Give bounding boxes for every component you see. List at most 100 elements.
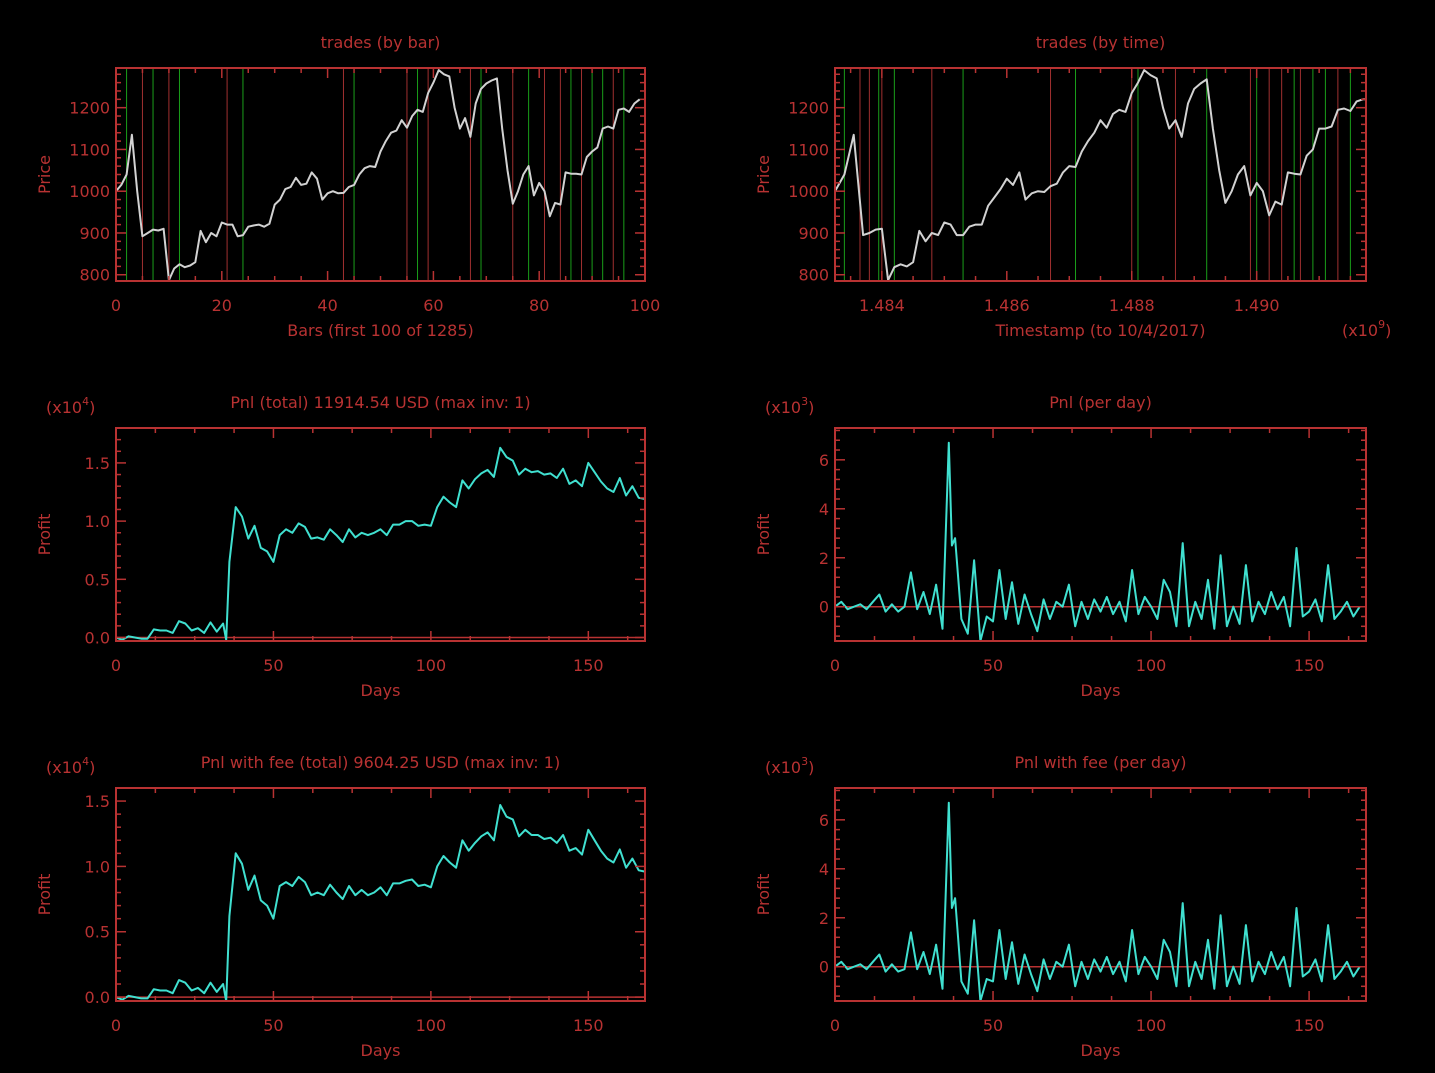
series-line-1 bbox=[834, 801, 1361, 1002]
y-tick-label: 4 bbox=[819, 860, 829, 879]
y-tick-label: 900 bbox=[79, 224, 110, 243]
y-tick-label: 0.0 bbox=[85, 988, 110, 1007]
y-tick-label: 1.5 bbox=[85, 454, 110, 473]
x-axis-label: Bars (first 100 of 1285) bbox=[287, 321, 473, 340]
plot-frame bbox=[834, 67, 1367, 282]
y-multiplier: (x103) bbox=[765, 755, 814, 777]
x-tick-label: 40 bbox=[317, 296, 337, 315]
chart-panel-1: 0 20 40 60 80 100 800 900 1000 1100 1200 trades (by… bbox=[35, 33, 660, 340]
y-tick-label: 2 bbox=[819, 549, 829, 568]
y-multiplier-close: ) bbox=[808, 398, 814, 417]
x-tick-label: 60 bbox=[423, 296, 443, 315]
x-axis-label: Days bbox=[1081, 681, 1121, 700]
y-axis-label: Profit bbox=[754, 514, 773, 556]
y-tick-label: 0 bbox=[819, 598, 829, 617]
y-tick-label: 0 bbox=[819, 958, 829, 977]
y-tick-label: 1.0 bbox=[85, 857, 110, 876]
y-tick-label: 0.0 bbox=[85, 629, 110, 648]
x-tick-label: 80 bbox=[529, 296, 549, 315]
chart-panel-2: 1.484 1.486 1.488 1.490 800 900 1000 1100 1200 tr… bbox=[754, 33, 1391, 340]
x-tick-label: 50 bbox=[983, 656, 1003, 675]
y-tick-label: 4 bbox=[819, 500, 829, 519]
x-tick-label: 1.486 bbox=[984, 296, 1030, 315]
y-tick-label: 800 bbox=[79, 266, 110, 285]
series-line-1 bbox=[834, 441, 1361, 642]
y-axis-label: Profit bbox=[754, 874, 773, 916]
y-axis-label: Profit bbox=[35, 874, 54, 916]
x-tick-label: 0 bbox=[830, 656, 840, 675]
y-multiplier-base: (x10 bbox=[765, 398, 801, 417]
x-tick-label: 50 bbox=[263, 656, 283, 675]
y-tick-label: 1000 bbox=[788, 182, 829, 201]
series-line-1 bbox=[115, 804, 646, 1002]
chart-title: trades (by time) bbox=[1036, 33, 1165, 52]
x-tick-label: 1.488 bbox=[1109, 296, 1155, 315]
chart-title: trades (by bar) bbox=[321, 33, 441, 52]
y-axis-label: Price bbox=[35, 155, 54, 194]
y-multiplier-base: (x10 bbox=[46, 758, 82, 777]
y-tick-label: 1200 bbox=[69, 99, 110, 118]
x-tick-label: 1.490 bbox=[1234, 296, 1280, 315]
x-axis-label: Days bbox=[361, 1041, 401, 1060]
y-multiplier-exponent: 3 bbox=[801, 755, 808, 768]
y-tick-label: 1.5 bbox=[85, 792, 110, 811]
y-multiplier-exponent: 4 bbox=[82, 755, 89, 768]
y-tick-label: 900 bbox=[798, 224, 829, 243]
y-tick-label: 1100 bbox=[69, 140, 110, 159]
y-tick-label: 1000 bbox=[69, 182, 110, 201]
chart-panel-5: 0 50 100 150 0.0 0.5 1.0 1.5 Pnl with fee (total… bbox=[35, 753, 646, 1060]
y-tick-label: 1200 bbox=[788, 99, 829, 118]
x-tick-label: 100 bbox=[630, 296, 661, 315]
chart-title: Pnl with fee (total) 9604.25 USD (max in… bbox=[201, 753, 560, 772]
plot-frame bbox=[115, 427, 646, 642]
x-tick-label: 20 bbox=[212, 296, 232, 315]
y-multiplier-exponent: 3 bbox=[801, 395, 808, 408]
series-line-1 bbox=[115, 69, 641, 282]
x-tick-label: 150 bbox=[573, 1016, 604, 1035]
y-tick-label: 6 bbox=[819, 811, 829, 830]
chart-panel-3: 0 50 100 150 0.0 0.5 1.0 1.5 Pnl (total) 11914.5… bbox=[35, 393, 646, 700]
y-multiplier: (x104) bbox=[46, 755, 95, 777]
x-tick-label: 100 bbox=[416, 656, 447, 675]
y-multiplier: (x104) bbox=[46, 395, 95, 417]
x-tick-label: 0 bbox=[830, 1016, 840, 1035]
x-tick-label: 50 bbox=[263, 1016, 283, 1035]
series-line-1 bbox=[115, 446, 646, 641]
plot-frame bbox=[834, 427, 1367, 642]
y-tick-label: 0.5 bbox=[85, 923, 110, 942]
y-tick-label: 2 bbox=[819, 909, 829, 928]
y-tick-label: 1100 bbox=[788, 140, 829, 159]
y-multiplier-base: (x10 bbox=[765, 758, 801, 777]
series-line-1 bbox=[834, 69, 1366, 282]
x-tick-label: 0 bbox=[111, 296, 121, 315]
x-axis-label: Days bbox=[361, 681, 401, 700]
plot-frame bbox=[834, 787, 1367, 1002]
y-multiplier-close: ) bbox=[808, 758, 814, 777]
x-axis-label: Timestamp (to 10/4/2017) bbox=[994, 321, 1205, 340]
x-multiplier-close: ) bbox=[1385, 321, 1391, 340]
x-multiplier-base: (x10 bbox=[1342, 321, 1378, 340]
chart-panel-6: 0 50 100 150 0 2 4 6 Pnl with fee (per day) Days P… bbox=[754, 753, 1367, 1060]
chart-title: Pnl with fee (per day) bbox=[1014, 753, 1186, 772]
plot-frame bbox=[115, 787, 646, 1002]
x-tick-label: 50 bbox=[983, 1016, 1003, 1035]
x-tick-label: 100 bbox=[1136, 656, 1167, 675]
x-axis-label: Days bbox=[1081, 1041, 1121, 1060]
x-tick-label: 150 bbox=[573, 656, 604, 675]
x-tick-label: 100 bbox=[1136, 1016, 1167, 1035]
y-multiplier: (x103) bbox=[765, 395, 814, 417]
y-axis-label: Profit bbox=[35, 514, 54, 556]
y-tick-label: 6 bbox=[819, 451, 829, 470]
x-tick-label: 0 bbox=[111, 656, 121, 675]
x-tick-label: 100 bbox=[416, 1016, 447, 1035]
x-tick-label: 150 bbox=[1294, 656, 1325, 675]
x-tick-label: 150 bbox=[1294, 1016, 1325, 1035]
chart-title: Pnl (per day) bbox=[1049, 393, 1152, 412]
y-tick-label: 800 bbox=[798, 266, 829, 285]
chart-title: Pnl (total) 11914.54 USD (max inv: 1) bbox=[230, 393, 530, 412]
y-axis-label: Price bbox=[754, 155, 773, 194]
y-tick-label: 0.5 bbox=[85, 570, 110, 589]
y-multiplier-close: ) bbox=[89, 398, 95, 417]
y-multiplier-close: ) bbox=[89, 758, 95, 777]
